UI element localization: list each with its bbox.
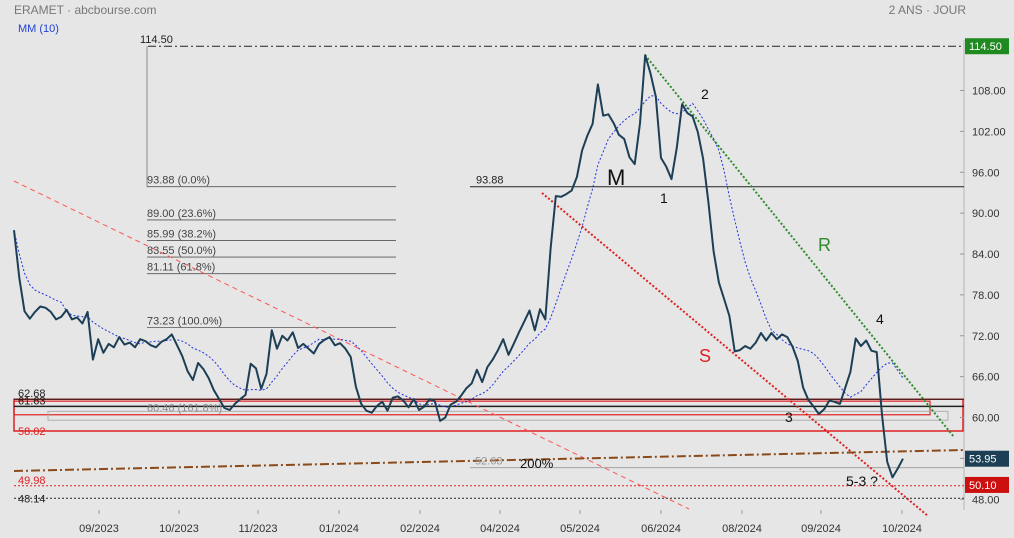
label-48-14: 48.14 [18,493,46,505]
x-tick-label: 01/2024 [319,523,359,535]
low-price-tag-bg [965,476,1009,493]
y-tick-label: 66.00 [972,372,1000,384]
background-layer [13,40,965,510]
y-tick-label: 78.00 [972,290,1000,302]
long-downtrend-line [13,180,690,510]
brown-trend-line [13,449,965,472]
x-tick-label: 04/2024 [480,523,520,535]
reference-lines-layer [13,45,965,517]
label-61-63: 61.63 [18,395,46,407]
annotation-w4: 4 [876,311,884,327]
low-price-tag: 50.10 [969,480,997,492]
fib-label-3: 83.55 (50.0%) [147,245,216,257]
y-tick-label: 48.00 [972,494,1000,506]
fib-label-5: 73.23 (100.0%) [147,315,222,327]
fib-161-band [47,410,949,421]
x-tick-label: 08/2024 [722,523,762,535]
x-tick-label: 06/2024 [641,523,681,535]
legend-ma: MM (10) [18,23,59,35]
label-93-88: 93.88 [476,175,504,187]
y-tick-label: 102.00 [972,126,1006,138]
price-line [13,54,904,479]
annotation-r: R [818,235,831,255]
x-tick-label: 10/2024 [882,523,922,535]
y-tick-label: 60.00 [972,413,1000,425]
x-tick-label: 09/2024 [801,523,841,535]
y-tick-label: 90.00 [972,208,1000,220]
resistance-r-line [644,54,955,438]
annotation-w1: 1 [660,190,668,206]
label-62-68: 62.68 [18,388,46,400]
fib-label-2: 85.99 (38.2%) [147,228,216,240]
annotation-s: S [699,346,711,366]
x-tick-label: 05/2024 [560,523,600,535]
period-label: 2 ANS · JOUR [888,3,966,17]
x-tick-label: 11/2023 [239,523,278,535]
annotation-w2: 2 [701,86,709,102]
label-49-98: 49.98 [18,475,46,487]
y-tick-label: 96.00 [972,167,1000,179]
annotation-w3: 3 [785,409,793,425]
y-tick-label: 72.00 [972,331,1000,343]
label-58-02: 58.02 [18,426,46,438]
fib-200-label: 200% [520,456,554,471]
x-tick-label: 02/2024 [400,523,440,535]
fib-label-6: 60.46 (161.8%) [147,402,222,414]
chart-title: ERAMET · abcbourse.com [14,3,157,17]
series-layer [13,54,904,479]
x-tick-label: 10/2023 [159,523,199,535]
fib-label-0: 93.88 (0.0%) [147,175,210,187]
last-price-tag: 53.95 [969,454,997,466]
y-tick-label: 84.00 [972,249,1000,261]
annotation-m: M [607,165,625,190]
high-price-tag: 114.50 [969,41,1002,53]
annotation-w53: 5-3 ? [846,473,878,489]
axis-layer: 48.0054.0060.0066.0072.0078.0084.0090.00… [79,38,1009,535]
y-tick-label: 108.00 [972,86,1006,98]
fib-label-7: 52.63 [475,456,503,468]
fib-label-4: 81.11 (61.8%) [147,262,215,274]
fib-label-1: 89.00 (23.6%) [147,208,216,220]
label-114-50: 114.50 [140,34,173,46]
high-price-tag-bg [965,38,1009,55]
last-price-tag-bg [965,450,1009,467]
x-tick-label: 09/2023 [79,523,119,535]
